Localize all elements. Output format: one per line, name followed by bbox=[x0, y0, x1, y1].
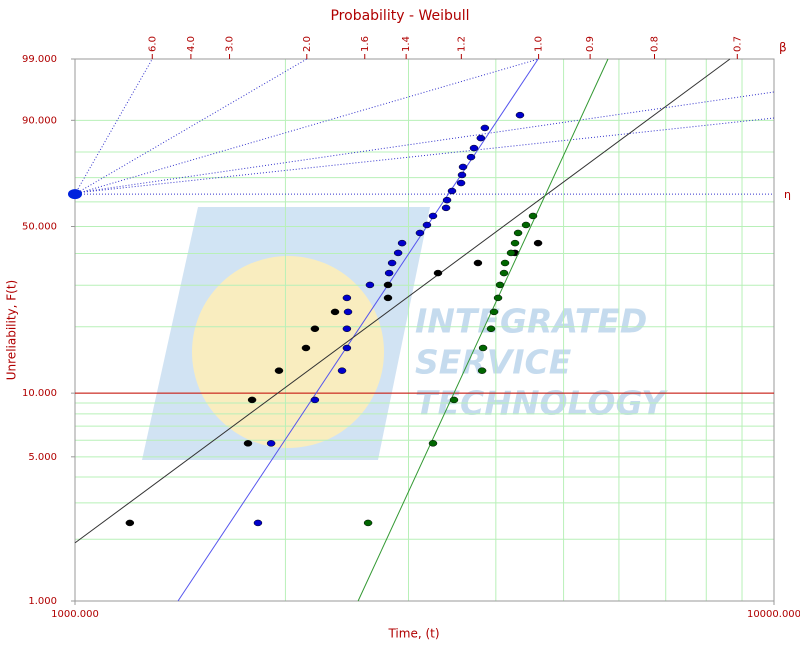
data-point bbox=[330, 308, 340, 316]
data-point bbox=[441, 204, 451, 212]
beta-axis-label: β bbox=[779, 41, 787, 55]
watermark-text: INTEGRATED bbox=[415, 302, 647, 341]
data-point bbox=[466, 153, 476, 161]
data-point bbox=[478, 344, 488, 352]
data-point bbox=[499, 269, 509, 277]
data-point bbox=[506, 249, 516, 257]
data-point bbox=[533, 239, 543, 247]
data-point bbox=[489, 308, 499, 316]
beta-tick-label: 0.9 bbox=[585, 36, 596, 52]
y-tick-label: 50.000 bbox=[22, 222, 57, 233]
data-point bbox=[500, 259, 510, 267]
pivot-point bbox=[68, 189, 82, 200]
data-point bbox=[495, 281, 505, 289]
data-point bbox=[383, 294, 393, 302]
beta-tick-label: 1.6 bbox=[360, 36, 371, 52]
data-point bbox=[387, 259, 397, 267]
data-point bbox=[515, 111, 525, 119]
data-point bbox=[476, 134, 486, 142]
beta-tick-label: 6.0 bbox=[147, 36, 158, 52]
data-point bbox=[456, 179, 466, 187]
beta-tick-label: 0.7 bbox=[732, 36, 743, 52]
data-point bbox=[393, 249, 403, 257]
data-point bbox=[447, 187, 457, 195]
x-axis-label: Time, (t) bbox=[387, 627, 439, 641]
data-point bbox=[486, 325, 496, 333]
data-point bbox=[458, 163, 468, 171]
data-point bbox=[415, 229, 425, 237]
fit-line bbox=[74, 58, 731, 544]
data-point bbox=[469, 144, 479, 152]
data-point bbox=[433, 269, 443, 277]
data-point bbox=[513, 229, 523, 237]
data-point bbox=[383, 281, 393, 289]
y-axis-label: Unreliability, F(t) bbox=[5, 280, 19, 381]
data-point bbox=[274, 367, 284, 374]
x-tick-label: 10000.000 bbox=[747, 609, 800, 620]
data-point bbox=[457, 171, 467, 179]
y-tick-label: 5.000 bbox=[28, 452, 57, 463]
x-tick-label: 1000.000 bbox=[51, 609, 99, 620]
plot bbox=[68, 54, 775, 605]
data-point bbox=[428, 212, 438, 220]
y-tick-label: 90.000 bbox=[22, 115, 57, 126]
data-point bbox=[243, 440, 253, 447]
beta-tick-label: 3.0 bbox=[225, 36, 236, 52]
data-point bbox=[247, 396, 257, 404]
data-point bbox=[342, 294, 352, 302]
data-point bbox=[342, 325, 352, 333]
data-point bbox=[528, 212, 538, 220]
data-point bbox=[397, 239, 407, 247]
beta-tick-label: 1.0 bbox=[534, 36, 545, 52]
logo-circle bbox=[192, 256, 384, 448]
y-tick-label: 1.000 bbox=[28, 596, 57, 607]
data-point bbox=[493, 294, 503, 302]
data-point bbox=[343, 308, 353, 316]
beta-guide bbox=[74, 58, 153, 195]
y-tick-label: 99.000 bbox=[22, 54, 57, 65]
fit-line bbox=[177, 58, 539, 602]
data-point bbox=[521, 221, 531, 229]
data-point bbox=[442, 196, 452, 204]
data-point bbox=[310, 396, 320, 404]
beta-tick-label: 2.0 bbox=[302, 36, 313, 52]
data-point bbox=[125, 519, 135, 527]
data-point bbox=[384, 269, 394, 277]
watermark-text: SERVICE bbox=[415, 343, 572, 382]
data-point bbox=[253, 519, 263, 527]
data-point bbox=[428, 440, 438, 447]
data-point bbox=[449, 396, 459, 404]
data-point bbox=[301, 344, 311, 352]
guide-line bbox=[74, 91, 775, 194]
data-point bbox=[310, 325, 320, 333]
data-point bbox=[422, 221, 432, 229]
data-point bbox=[266, 440, 276, 447]
beta-tick-label: 1.2 bbox=[456, 36, 467, 52]
y-tick-label: 10.000 bbox=[22, 388, 57, 399]
data-point bbox=[477, 367, 487, 374]
chart-title: Probability - Weibull bbox=[330, 8, 469, 24]
beta-tick-label: 4.0 bbox=[186, 36, 197, 52]
beta-tick-label: 0.8 bbox=[650, 36, 661, 52]
data-point bbox=[480, 124, 490, 132]
data-point bbox=[365, 281, 375, 289]
data-point bbox=[337, 367, 347, 374]
data-point bbox=[510, 239, 520, 247]
data-point bbox=[363, 519, 373, 527]
beta-tick-label: 1.4 bbox=[401, 36, 412, 52]
eta-label: η bbox=[784, 188, 791, 201]
fit-line bbox=[357, 58, 609, 602]
beta-guide bbox=[74, 58, 539, 195]
data-point bbox=[342, 344, 352, 352]
plot-frame bbox=[74, 58, 775, 602]
data-point bbox=[473, 259, 483, 267]
guide-line bbox=[74, 117, 775, 194]
